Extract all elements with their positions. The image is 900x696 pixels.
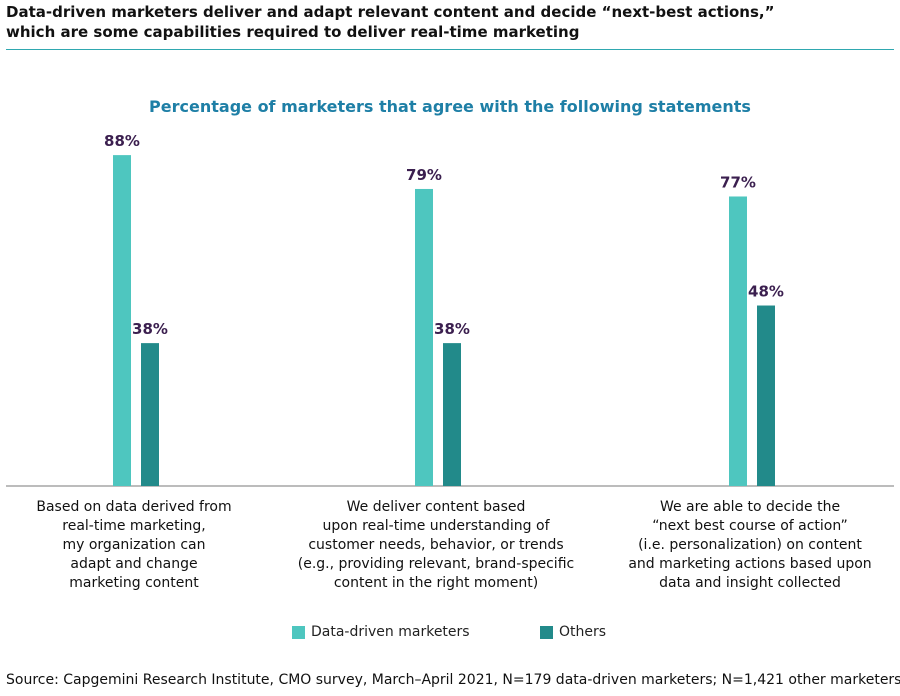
category-label-1: Based on data derived from real-time mar… (0, 498, 284, 593)
category-label-2: We deliver content based upon real-time … (286, 498, 586, 593)
legend-label-data-driven: Data-driven marketers (311, 624, 470, 640)
title-divider (6, 49, 894, 50)
bar-others-2 (443, 343, 461, 486)
category-label-3-line: (i.e. personalization) on content (638, 537, 862, 553)
figure-title-line-1: Data-driven marketers deliver and adapt … (6, 3, 775, 21)
bar-data-driven-2 (415, 188, 433, 486)
category-label-3-line: We are able to decide the (659, 499, 841, 515)
category-label-2-line: upon real-time understanding of (322, 518, 550, 534)
legend-item-data-driven: Data-driven marketers (292, 624, 470, 640)
legend-label-others: Others (559, 624, 607, 640)
category-label-2-line: content in the right moment) (333, 575, 539, 591)
category-label-1-line: my organization can (62, 537, 206, 553)
chart-legend: Data-driven marketers Others (0, 624, 900, 646)
category-label-2-line: (e.g., providing relevant, brand-specifi… (297, 556, 575, 572)
category-label-3: We are able to decide the “next best cou… (600, 498, 900, 593)
category-label-2-line: customer needs, behavior, or trends (308, 537, 564, 553)
data-label-data-driven-3: 77% (720, 173, 756, 191)
figure-title-line-2: which are some capabilities required to … (6, 23, 580, 41)
category-label-1-line: adapt and change (70, 556, 198, 572)
legend-swatch-others (540, 625, 553, 639)
bar-data-driven-3 (729, 196, 747, 487)
legend-item-others: Others (540, 624, 606, 640)
category-label-1-line: marketing content (69, 575, 199, 591)
data-label-others-1: 38% (132, 320, 168, 338)
data-label-others-3: 48% (748, 283, 784, 301)
source-note: Source: Capgemini Research Institute, CM… (6, 672, 900, 688)
bar-others-1 (141, 343, 159, 486)
category-label-1-line: real-time marketing, (62, 518, 206, 534)
category-label-3-line: and marketing actions based upon (628, 556, 872, 572)
category-label-3-line: “next best course of action” (652, 518, 848, 534)
figure-title: Data-driven marketers deliver and adapt … (6, 2, 886, 42)
data-label-others-2: 38% (434, 320, 470, 338)
category-label-1-line: Based on data derived from (36, 499, 232, 515)
category-label-3-line: data and insight collected (659, 575, 841, 591)
bar-data-driven-1 (113, 155, 131, 486)
bar-others-3 (757, 305, 775, 486)
legend-swatch-data-driven (292, 625, 305, 639)
data-label-data-driven-2: 79% (406, 166, 442, 184)
data-label-data-driven-1: 88% (104, 132, 140, 150)
category-label-2-line: We deliver content based (346, 499, 526, 515)
chart-title: Percentage of marketers that agree with … (149, 97, 751, 116)
